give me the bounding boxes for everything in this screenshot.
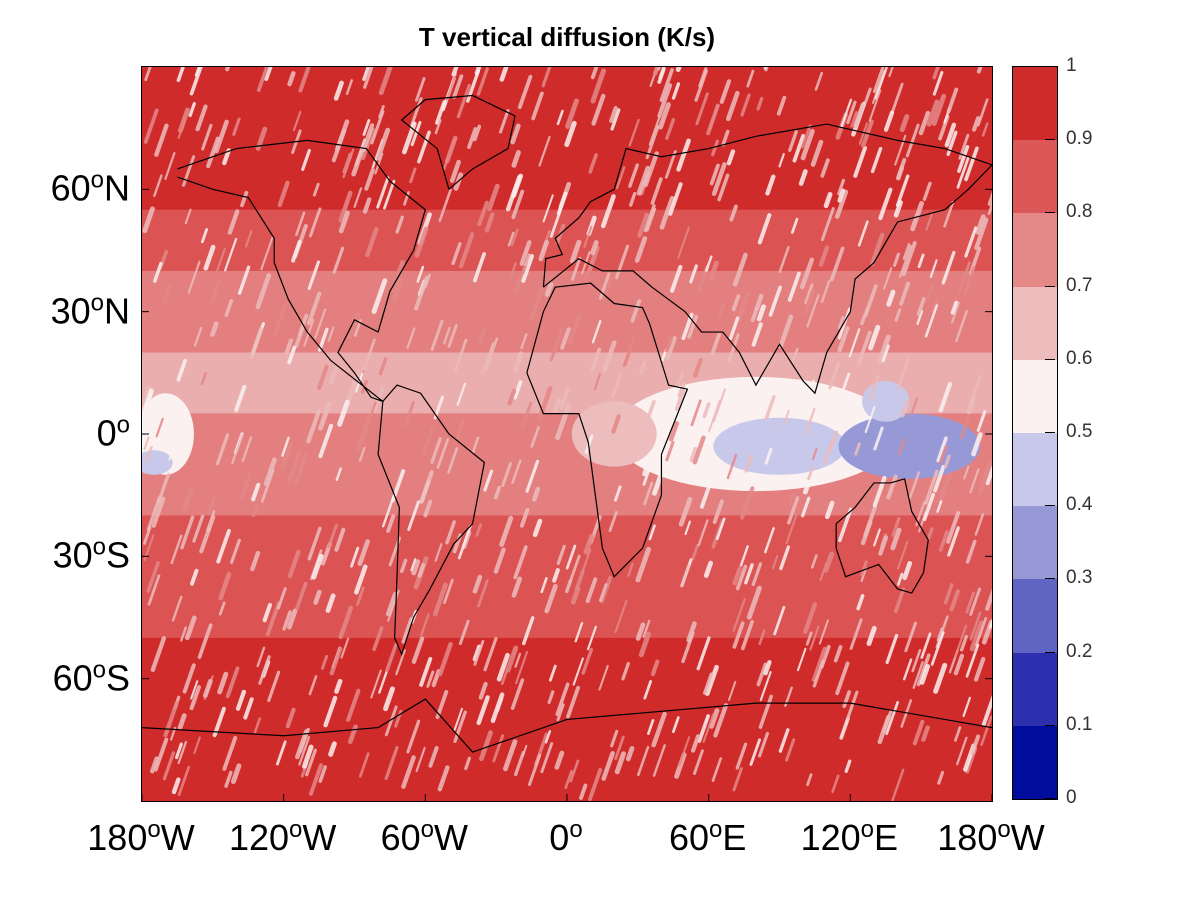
colorbar-tick-label: 0.8 bbox=[1066, 201, 1093, 223]
colorbar-segment bbox=[1013, 652, 1057, 726]
mid-value-patch bbox=[571, 401, 657, 467]
colorbar-tick-label: 1 bbox=[1066, 55, 1077, 76]
colorbar-tick-mark bbox=[1045, 798, 1055, 799]
colorbar-tick-label: 0.7 bbox=[1066, 274, 1093, 296]
lon-tick-label: 0o bbox=[549, 816, 583, 858]
colorbar-tick-mark bbox=[1045, 66, 1055, 67]
colorbar-tick-label: 0.4 bbox=[1066, 494, 1093, 516]
coastline-path bbox=[377, 384, 486, 656]
colorbar-tick-mark bbox=[1045, 505, 1055, 507]
colorbar-tick-label: 0.5 bbox=[1066, 421, 1093, 442]
coastline-path bbox=[526, 282, 689, 578]
lon-tick-label: 180oW bbox=[87, 816, 195, 858]
lon-tick-label: 120oW bbox=[228, 816, 337, 858]
colorbar-segment bbox=[1013, 433, 1057, 507]
colorbar-segment bbox=[1013, 67, 1057, 141]
map-plot-area bbox=[141, 66, 993, 802]
field-band bbox=[142, 209, 992, 271]
coastline-path bbox=[835, 478, 929, 594]
lon-tick-label: 60oE bbox=[668, 816, 747, 858]
lat-tick-label: 0o bbox=[96, 411, 130, 454]
colorbar-tick-mark bbox=[1045, 432, 1055, 433]
colorbar-tick-label: 0.9 bbox=[1066, 128, 1093, 150]
lat-tick-label: 60oS bbox=[52, 656, 130, 699]
colorbar-tick-mark bbox=[1045, 578, 1055, 580]
coastlines bbox=[142, 94, 992, 753]
map-field bbox=[142, 67, 992, 801]
colorbar-tick-label: 0.3 bbox=[1066, 567, 1093, 589]
colorbar-tick-mark bbox=[1045, 358, 1055, 360]
lon-tick-label: 180oW bbox=[937, 816, 1045, 858]
colorbar-segment bbox=[1013, 359, 1057, 433]
colorbar-tick-mark bbox=[1045, 724, 1055, 726]
colorbar-tick-mark bbox=[1045, 651, 1055, 653]
colorbar-segment bbox=[1013, 725, 1057, 799]
colorbar-segment bbox=[1013, 579, 1057, 653]
low-value-patch bbox=[713, 417, 846, 475]
map-title: T vertical diffusion (K/s) bbox=[418, 22, 716, 52]
colorbar-tick-mark bbox=[1045, 212, 1055, 214]
lat-tick-label: 30oN bbox=[50, 289, 130, 332]
colorbar-segment bbox=[1013, 286, 1057, 360]
coastline-path bbox=[177, 139, 427, 402]
low-value-patch bbox=[838, 413, 981, 479]
coastline-path bbox=[542, 123, 992, 395]
field-band bbox=[142, 515, 992, 638]
lon-tick-label: 120oE bbox=[800, 816, 899, 858]
colorbar-tick-mark bbox=[1045, 139, 1055, 141]
lat-tick-label: 30oS bbox=[52, 533, 130, 576]
colorbar-tick-label: 0.2 bbox=[1066, 640, 1093, 662]
lon-tick-label: 60oW bbox=[380, 816, 469, 858]
field-streaks bbox=[142, 67, 992, 801]
lat-tick-label: 60oN bbox=[50, 166, 130, 209]
colorbar-tick-label: 0 bbox=[1066, 787, 1077, 808]
coastline-path bbox=[142, 698, 992, 753]
colorbar bbox=[1012, 66, 1058, 800]
coastline-path bbox=[400, 94, 516, 190]
colorbar-segment bbox=[1013, 213, 1057, 287]
colorbar-tick-mark bbox=[1045, 285, 1055, 287]
colorbar-segment bbox=[1013, 506, 1057, 580]
colorbar-tick-label: 0.6 bbox=[1066, 347, 1093, 369]
colorbar-segment bbox=[1013, 140, 1057, 214]
colorbar-tick-label: 0.1 bbox=[1066, 713, 1093, 735]
